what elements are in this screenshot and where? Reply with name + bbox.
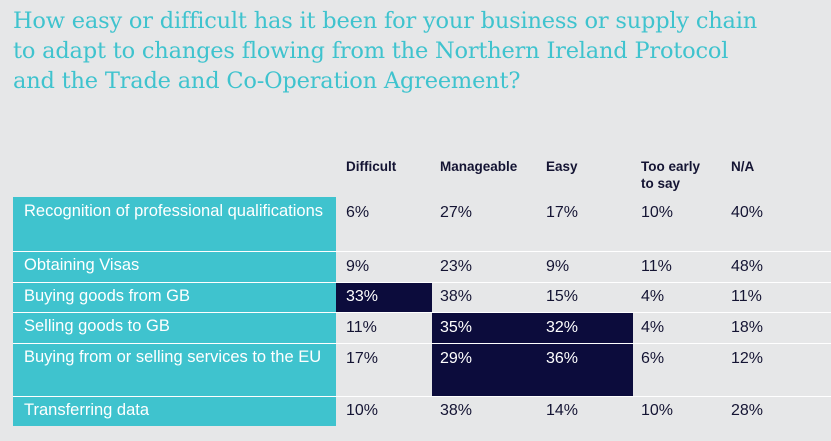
cell-difficult: 10% bbox=[346, 402, 379, 419]
cell-na: 40% bbox=[731, 204, 764, 221]
cell-manageable: 27% bbox=[440, 204, 473, 221]
cell-easy: 14% bbox=[546, 402, 579, 419]
cell-difficult: 17% bbox=[346, 350, 379, 367]
row-separator bbox=[13, 312, 831, 313]
row-label-obtaining-visas: Obtaining Visas bbox=[13, 251, 336, 282]
page-title: How easy or difficult has it been for yo… bbox=[13, 6, 823, 96]
cell-easy: 17% bbox=[546, 204, 579, 221]
row-label-buying-goods-gb: Buying goods from GB bbox=[13, 282, 336, 312]
column-header-difficult: Difficult bbox=[346, 159, 397, 174]
cell-manageable: 29% bbox=[440, 350, 473, 367]
column-header-too-early-line-2: to say bbox=[641, 176, 681, 191]
row-label-transferring-data: Transferring data bbox=[13, 396, 336, 426]
highlight-selling-goods bbox=[432, 312, 633, 343]
cell-difficult: 6% bbox=[346, 204, 370, 221]
title-line-2: to adapt to changes flowing from the Nor… bbox=[13, 38, 729, 64]
column-header-too-early: Too early to say bbox=[641, 158, 700, 192]
cell-too-early: 10% bbox=[641, 204, 674, 221]
column-header-easy: Easy bbox=[546, 159, 578, 174]
cell-too-early: 6% bbox=[641, 350, 665, 367]
cell-too-early: 10% bbox=[641, 402, 674, 419]
row-label-professional-qualifications: Recognition of professional qualificatio… bbox=[13, 197, 336, 251]
cell-too-early: 4% bbox=[641, 288, 665, 305]
cell-manageable: 23% bbox=[440, 258, 473, 275]
cell-na: 11% bbox=[731, 288, 762, 305]
cell-easy: 36% bbox=[546, 350, 579, 367]
cell-easy: 32% bbox=[546, 319, 579, 336]
title-line-1: How easy or difficult has it been for yo… bbox=[13, 8, 758, 34]
highlight-difficult-buying-goods bbox=[336, 282, 432, 312]
cell-na: 18% bbox=[731, 319, 764, 336]
highlight-services-eu bbox=[432, 343, 633, 396]
cell-na: 48% bbox=[731, 258, 764, 275]
row-label-services-eu: Buying from or selling services to the E… bbox=[13, 343, 336, 396]
cell-na: 28% bbox=[731, 402, 764, 419]
cell-too-early: 11% bbox=[641, 258, 672, 275]
cell-too-early: 4% bbox=[641, 319, 665, 336]
cell-manageable: 35% bbox=[440, 319, 473, 336]
cell-difficult: 9% bbox=[346, 258, 370, 275]
cell-difficult: 33% bbox=[346, 288, 379, 305]
title-line-3: and the Trade and Co-Operation Agreement… bbox=[13, 68, 521, 94]
cell-difficult: 11% bbox=[346, 319, 377, 336]
cell-easy: 15% bbox=[546, 288, 579, 305]
row-separator bbox=[13, 343, 831, 344]
cell-manageable: 38% bbox=[440, 288, 473, 305]
column-header-too-early-line-1: Too early bbox=[641, 159, 701, 174]
row-label-selling-goods-gb: Selling goods to GB bbox=[13, 312, 336, 343]
column-header-na: N/A bbox=[731, 159, 755, 174]
cell-na: 12% bbox=[731, 350, 764, 367]
cell-easy: 9% bbox=[546, 258, 570, 275]
cell-manageable: 38% bbox=[440, 402, 473, 419]
row-separator bbox=[13, 396, 831, 397]
row-separator bbox=[13, 282, 831, 283]
row-separator bbox=[13, 251, 831, 252]
column-header-manageable: Manageable bbox=[440, 159, 518, 174]
